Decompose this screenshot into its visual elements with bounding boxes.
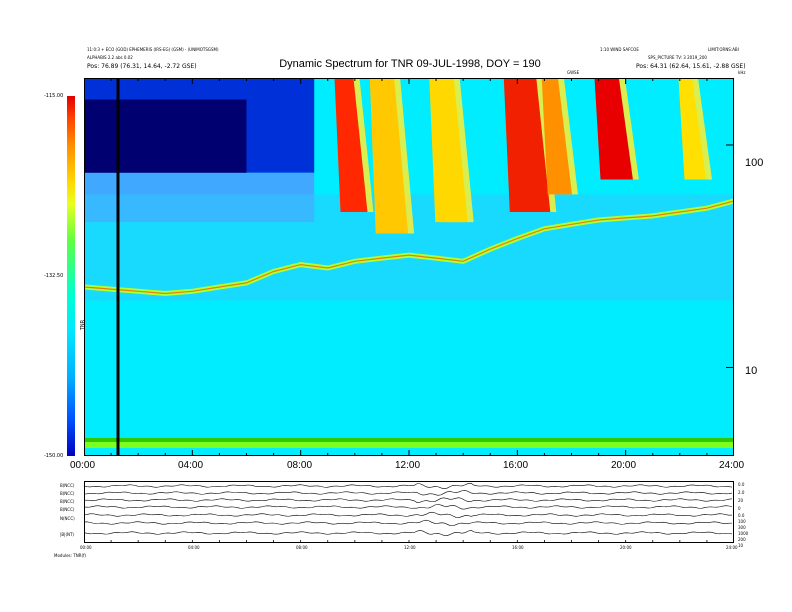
lower-right-label: 300	[738, 525, 746, 530]
lower-panel-label: |B|(NT)	[60, 532, 74, 537]
colorbar-tick-top: -115.00	[44, 93, 64, 99]
lower-right-label: 2.0	[738, 490, 745, 495]
burst	[334, 78, 368, 212]
header-right-line1b: LIMIT:ORNS:ABI	[708, 47, 739, 52]
low-band-green-dark	[84, 438, 734, 442]
lower-right-label: 10	[738, 543, 744, 548]
lower-x-tick: 04:00	[188, 545, 200, 550]
lower-x-tick: 20:00	[620, 545, 632, 550]
burst	[594, 78, 633, 180]
x-tick-label: 20:00	[611, 460, 637, 471]
lower-x-tick: 00:00	[80, 545, 92, 550]
colorbar-tick-mid: -132.50	[44, 273, 64, 279]
lower-timeseries-panels	[84, 481, 734, 543]
lower-right-label: 20	[738, 498, 744, 503]
x-tick-label: 00:00	[70, 460, 96, 471]
header-right-corner: kHz	[738, 70, 746, 75]
lower-x-tick: 16:00	[512, 545, 524, 550]
header-right-line3: Pos: 64.31 (62.64, 15.61, -2.88 GSE)	[636, 63, 746, 70]
header-center-label: GWSE	[567, 70, 580, 75]
lower-panel-label: B(NCC)	[60, 483, 75, 488]
lower-panel-label: B(NCC)	[60, 507, 75, 512]
lower-panel-label: B(NCC)	[60, 491, 75, 496]
lower-right-label: 1000	[738, 531, 749, 536]
lower-right-label: 100	[738, 519, 746, 524]
lower-trace	[84, 519, 733, 527]
lower-trace	[84, 490, 733, 496]
header-right-line2: SPS_PICTURE TV: 3 2019_200	[648, 55, 707, 60]
x-tick-label: 24:00	[719, 460, 745, 471]
header-left-line2: ALPHABIS 2.2 abs 0.02	[87, 55, 133, 60]
header-right-line1: 1:10 WIND SAFCOE	[600, 47, 639, 52]
plasma-line-core	[84, 200, 734, 295]
lower-right-label: 200	[738, 537, 746, 542]
lower-x-tick: 12:00	[404, 545, 416, 550]
y-tick-label: 10	[745, 365, 758, 377]
colorbar-tick-bottom: -150.00	[44, 453, 64, 459]
data-gap-line	[116, 78, 120, 456]
colorbar	[67, 96, 75, 456]
lower-right-label: 0.0	[738, 513, 745, 518]
footer-modules: Modules: TNR(f)	[54, 553, 86, 558]
lower-x-tick: 08:00	[296, 545, 308, 550]
lower-right-label: 0	[738, 506, 741, 511]
x-tick-label: 04:00	[178, 460, 204, 471]
lower-trace	[84, 482, 733, 490]
lower-trace	[84, 529, 733, 537]
lower-x-tick: 24:00	[726, 545, 738, 550]
chart-title: Dynamic Spectrum for TNR 09-JUL-1998, DO…	[279, 58, 541, 70]
burst	[541, 78, 572, 195]
lower-frame	[84, 481, 734, 543]
burst	[369, 78, 409, 234]
lower-trace	[84, 497, 733, 503]
burst	[503, 78, 551, 212]
lower-trace	[84, 511, 733, 518]
lower-right-label: 0.0	[738, 482, 745, 487]
x-tick-label: 08:00	[287, 460, 313, 471]
burst	[429, 78, 468, 223]
header-left-line3: Pos: 76.89 (76.31, 14.64, -2.72 GSE)	[87, 63, 197, 70]
low-band-green	[84, 442, 734, 448]
lower-panel-label: N(NCC)	[60, 516, 75, 521]
lower-trace	[84, 504, 733, 510]
lower-panel-label: B(NCC)	[60, 499, 75, 504]
y-tick-label: 100	[745, 157, 764, 169]
x-tick-label: 12:00	[395, 460, 421, 471]
header-left-line1: 11:0:3 + ECO (GOD) EPHEMERIS (IRS-EG) (G…	[87, 47, 219, 52]
x-tick-label: 16:00	[503, 460, 529, 471]
spectrogram	[84, 78, 734, 456]
burst	[678, 78, 707, 180]
